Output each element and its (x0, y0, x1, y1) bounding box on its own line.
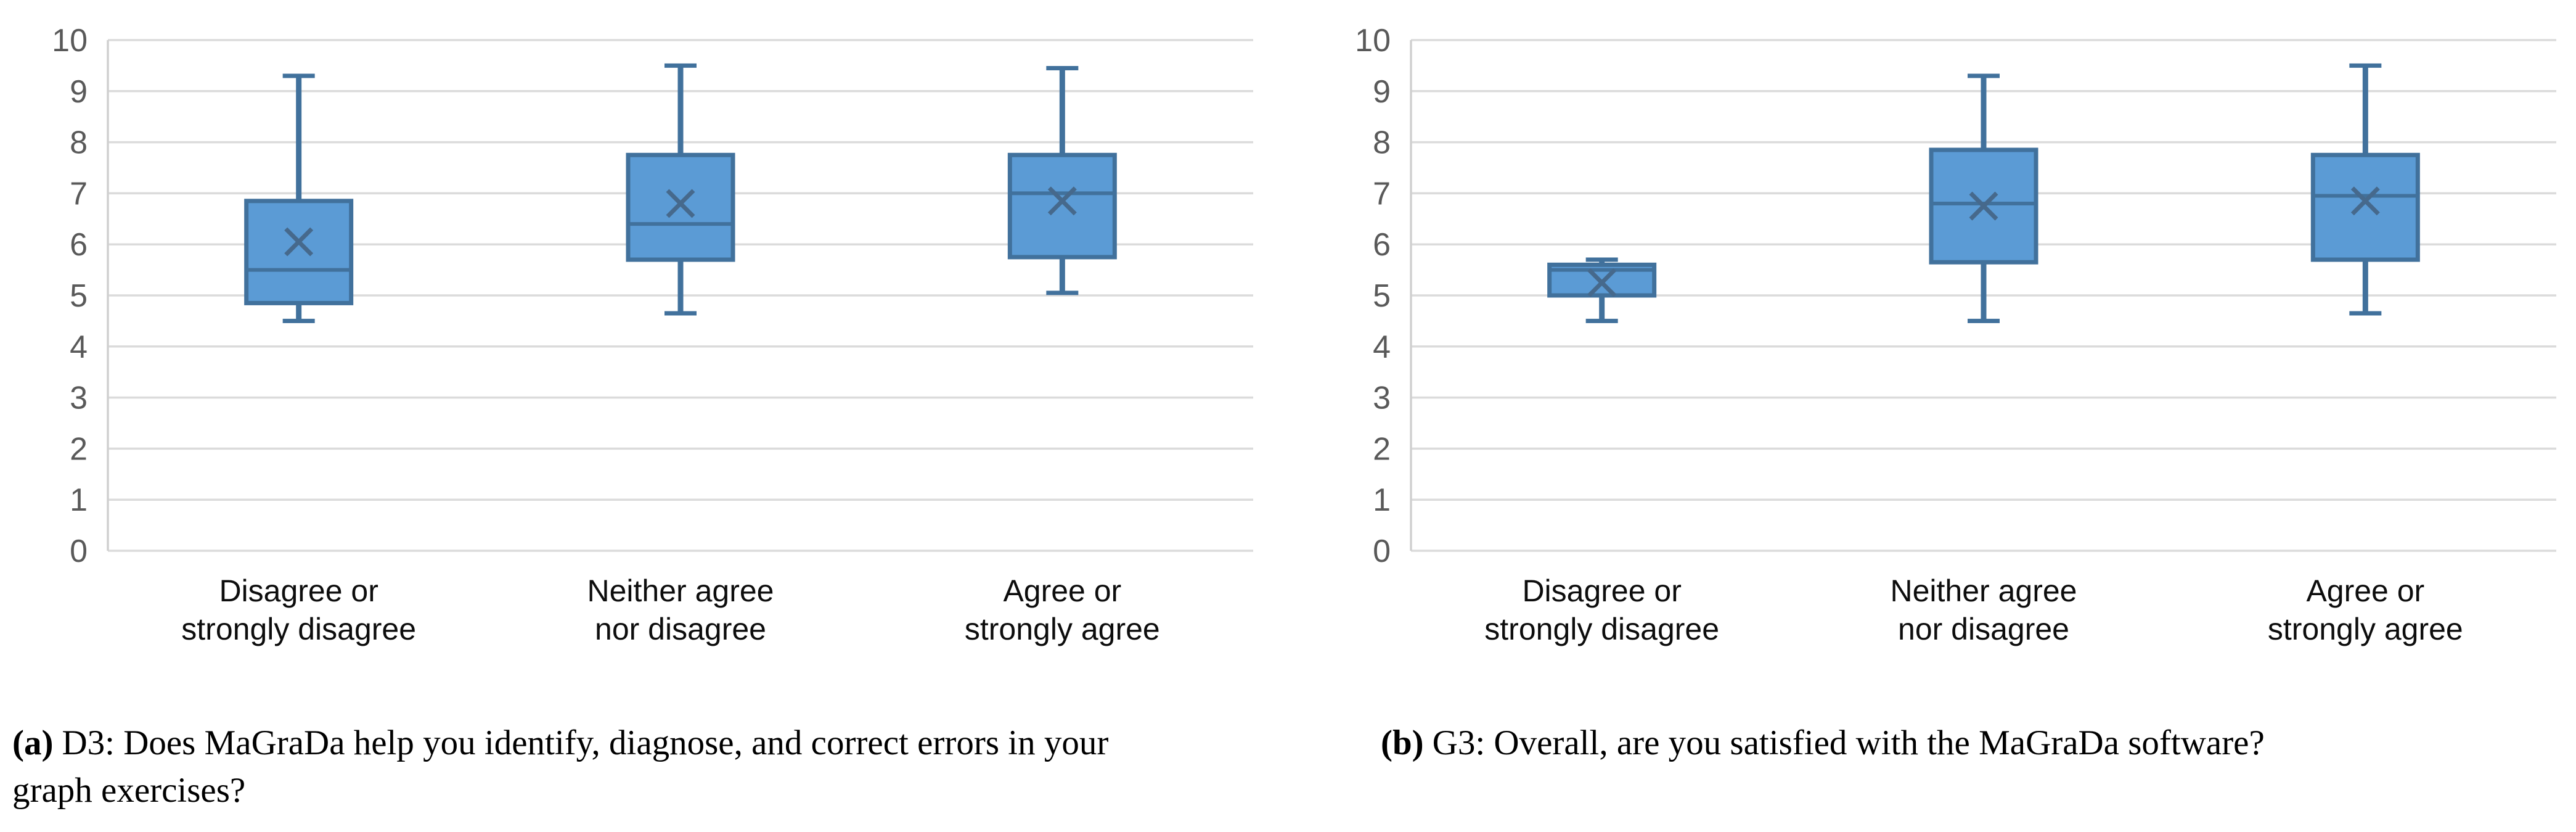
category-label: strongly agree (965, 612, 1160, 646)
y-tick-label: 3 (1373, 381, 1391, 416)
y-tick-label: 9 (70, 74, 88, 110)
mean-marker (1587, 268, 1617, 297)
category-label: strongly disagree (181, 612, 416, 646)
category-label: Disagree or (219, 574, 378, 608)
y-tick-label: 7 (1373, 176, 1391, 212)
y-tick-label: 5 (1373, 278, 1391, 314)
category-label: Agree or (1003, 574, 1121, 608)
box-rect (244, 199, 354, 305)
box-rect (1007, 152, 1117, 260)
caption-b: (b) G3: Overall, are you satisfied with t… (1288, 719, 2570, 767)
mean-marker (1969, 191, 1998, 221)
panel-b: 0 1 2 3 4 5 6 7 8 9 10 Disagree or strongly disagree… (1288, 0, 2575, 832)
caption-a-text: D3: Does MaGraDa help you identify, diag… (12, 723, 1109, 810)
mean-marker (2350, 186, 2380, 216)
y-tick-label: 6 (1373, 227, 1391, 263)
y-tick-label: 10 (1355, 23, 1391, 59)
box-rect (626, 152, 735, 262)
y-tick-label: 2 (1373, 431, 1391, 467)
caption-a: (a) D3: Does MaGraDa help you identify, d… (0, 719, 1165, 814)
boxplot-chart-a: 0 1 2 3 4 5 6 7 8 9 10 Disagree or strongly disagree… (52, 23, 1253, 646)
y-tick-label: 1 (70, 482, 88, 518)
category-label: nor disagree (1898, 612, 2069, 646)
y-tick-label: 10 (52, 23, 88, 59)
panel-a: 0 1 2 3 4 5 6 7 8 9 10 Disagree or strongly disagree… (0, 23, 1253, 814)
caption-b-text: G3: Overall, are you satisfied with the … (1432, 723, 2265, 762)
boxplot-chart-b: 0 1 2 3 4 5 6 7 8 9 10 Disagree or strongly disagree… (1355, 23, 2556, 646)
category-label: Neither agree (587, 574, 774, 608)
caption-a-label: (a) (12, 723, 54, 762)
caption-b-label: (b) (1381, 723, 1424, 762)
category-label: Agree or (2306, 574, 2424, 608)
y-tick-label: 9 (1373, 74, 1391, 110)
mean-marker (666, 189, 695, 218)
y-tick-label: 6 (70, 227, 88, 263)
y-tick-label: 3 (70, 381, 88, 416)
y-tick-label: 4 (1373, 329, 1391, 365)
y-tick-label: 0 (1373, 533, 1391, 569)
category-label: nor disagree (595, 612, 766, 646)
y-tick-label: 4 (70, 329, 88, 365)
y-tick-label: 1 (1373, 482, 1391, 518)
y-tick-label: 5 (70, 278, 88, 314)
category-label: strongly disagree (1484, 612, 1719, 646)
category-label: Neither agree (1891, 574, 2077, 608)
y-tick-label: 0 (70, 533, 88, 569)
y-tick-label: 7 (70, 176, 88, 212)
y-tick-label: 8 (70, 125, 88, 161)
mean-marker (1047, 186, 1077, 216)
y-tick-label: 8 (1373, 125, 1391, 161)
y-tick-label: 2 (70, 431, 88, 467)
box-rect (2310, 152, 2420, 262)
mean-marker (284, 227, 314, 257)
category-label: Disagree or (1522, 574, 1681, 608)
category-label: strongly agree (2268, 612, 2463, 646)
